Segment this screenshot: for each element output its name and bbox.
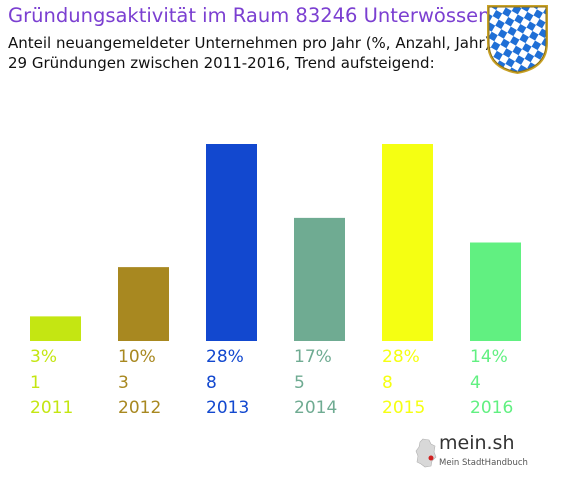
chart-summary: 29 Gründungen zwischen 2011-2016, Trend …	[8, 54, 435, 72]
chart-title: Gründungsaktivität im Raum 83246 Unterwö…	[8, 4, 491, 27]
year-label-2013: 2013	[206, 398, 250, 418]
bar-2012	[118, 267, 169, 341]
percent-label-2011: 3%	[30, 347, 57, 367]
percent-label-2016: 14%	[470, 347, 508, 367]
percent-label-2012: 10%	[118, 347, 156, 367]
year-label-2012: 2012	[118, 398, 162, 418]
year-label-2015: 2015	[382, 398, 426, 418]
bar-2011	[30, 316, 81, 341]
percent-label-2014: 17%	[294, 347, 332, 367]
year-label-2016: 2016	[470, 398, 514, 418]
chart-subtitle: Anteil neuangemeldeter Unternehmen pro J…	[8, 34, 491, 52]
brand-logo[interactable]: mein.sh Mein StadtHandbuch	[415, 430, 555, 476]
count-label-2011: 1	[30, 373, 41, 393]
count-label-2015: 8	[382, 373, 393, 393]
count-label-2013: 8	[206, 373, 217, 393]
germany-map-icon	[415, 438, 437, 468]
logo-tagline: Mein StadtHandbuch	[439, 458, 528, 468]
year-label-2011: 2011	[30, 398, 74, 418]
logo-text: mein.sh	[439, 432, 515, 454]
bar-2013	[206, 144, 257, 341]
count-label-2016: 4	[470, 373, 481, 393]
bar-2014	[294, 217, 345, 341]
percent-label-2013: 28%	[206, 347, 244, 367]
bar-2015	[382, 144, 433, 341]
year-label-2014: 2014	[294, 398, 338, 418]
bar-2016	[470, 242, 521, 341]
count-label-2014: 5	[294, 373, 305, 393]
bavaria-crest-icon	[487, 5, 548, 74]
percent-label-2015: 28%	[382, 347, 420, 367]
count-label-2012: 3	[118, 373, 129, 393]
